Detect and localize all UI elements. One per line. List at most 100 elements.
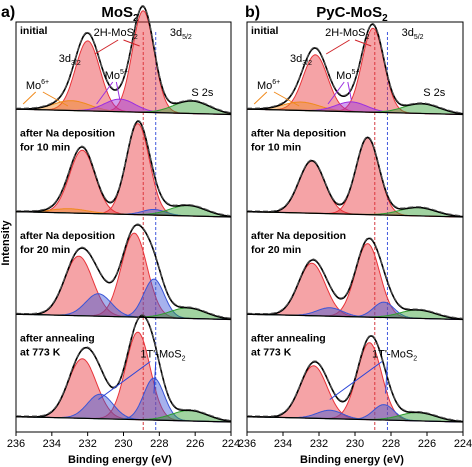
spectrum-label: after Na deposition xyxy=(20,230,115,242)
arrow-1t-3d32 xyxy=(98,361,151,400)
peak-2h-mos2-3d3-2-fill xyxy=(16,256,231,320)
annotation-3d32: 3d3/2 xyxy=(59,53,81,67)
peak-2h-mos2-3d3-2-fill xyxy=(247,160,463,217)
x-tick-label: 234 xyxy=(43,438,61,450)
spectrum-0: initial xyxy=(246,22,464,116)
spectrum-1: after Na deposition for 10 min xyxy=(246,128,464,218)
fit-dashed-line xyxy=(16,314,232,422)
envelope-line xyxy=(16,223,232,320)
panel-a-xlabel: Binding energy (eV) xyxy=(68,454,172,466)
spectrum-label: at 773 K xyxy=(20,347,61,359)
annotation-2h-mos2: 2H-MoS2 xyxy=(94,27,138,41)
spectrum-3: after annealing at 773 K xyxy=(246,333,464,423)
panel-a-label: a) xyxy=(1,4,15,21)
peak-s-2s-fill xyxy=(247,310,463,320)
spectrum-2: after Na deposition for 20 min xyxy=(15,223,232,321)
baseline xyxy=(15,108,232,116)
peak-1t-mos2-3d3-2-fill xyxy=(16,394,231,422)
spectrum-2: after Na deposition for 20 min xyxy=(246,230,464,321)
annotation-mo6: Mo6+ xyxy=(257,79,280,92)
peak-mo5-fill xyxy=(16,99,231,115)
spectrum-label: for 20 min xyxy=(20,244,70,256)
peak-2h-mos2-3d5-2-fill xyxy=(16,10,231,115)
baseline xyxy=(246,108,464,116)
arrow-2h-to-3d32 xyxy=(325,39,350,55)
x-tick-label: 232 xyxy=(310,438,328,450)
fit-dashed-line xyxy=(16,5,232,114)
x-tick-label: 226 xyxy=(186,438,204,450)
spectrum-0: initial xyxy=(15,5,232,116)
x-tick-label: 224 xyxy=(222,438,240,450)
spectrum-label: initial xyxy=(251,25,279,37)
spectrum-3: after annealing at 773 K xyxy=(15,314,232,423)
panel-a: a) MoS2 Binding energy (eV) xyxy=(1,4,172,466)
arrow-2h-to-3d52 xyxy=(354,39,372,47)
peak-2h-mos2-3d5-2-fill xyxy=(16,233,231,320)
fit-dashed-line xyxy=(247,22,464,114)
arrow-mo6-b xyxy=(22,91,37,105)
peak-2h-mos2-3d3-2-fill xyxy=(247,365,463,422)
annotation-3d52: 3d5/2 xyxy=(170,27,192,41)
x-tick-label: 236 xyxy=(7,438,25,450)
arrow-mo5-b xyxy=(96,81,114,105)
x-tick-label: 224 xyxy=(454,438,472,450)
x-tick-label: 232 xyxy=(78,438,96,450)
x-tick-label: 228 xyxy=(382,438,400,450)
panel-b-label: b) xyxy=(245,4,260,21)
peak-s-2s-fill xyxy=(247,103,463,115)
arrow-1t-3d32 xyxy=(329,361,383,400)
peak-mo5-fill xyxy=(247,101,463,115)
panel-b-plot: 236 234 232 230 228 226 224 initial after Na dep… xyxy=(238,21,472,450)
arrow-mo6 xyxy=(42,91,69,107)
x-tick-label: 236 xyxy=(238,438,256,450)
spectrum-label: after annealing xyxy=(20,333,95,345)
panel-a-plot: 236 234 232 230 228 226 224 initial after Na dep… xyxy=(7,5,240,450)
peak-2h-mos2-3d5-2-fill xyxy=(247,137,463,217)
spectrum-label: after Na deposition xyxy=(251,230,346,242)
spectrum-label: for 10 min xyxy=(251,142,301,154)
x-tick-label: 226 xyxy=(418,438,436,450)
arrow-mo5 xyxy=(115,81,121,101)
arrow-mo5-b xyxy=(327,81,345,105)
annotation-s2s: S 2s xyxy=(191,87,214,99)
arrow-1t-3d52 xyxy=(153,361,157,394)
envelope-line xyxy=(16,5,232,115)
arrow-1t-3d52 xyxy=(385,361,388,394)
peak-s-2s-fill xyxy=(16,410,231,422)
annotation-2h-mos2: 2H-MoS2 xyxy=(325,27,369,41)
fit-dashed-line xyxy=(16,223,232,319)
x-tick-label: 230 xyxy=(346,438,364,450)
annotation-3d52: 3d5/2 xyxy=(402,27,424,41)
peak-2h-mos2-3d3-2-fill xyxy=(16,40,231,115)
annotation-mo6: Mo6+ xyxy=(26,79,49,92)
baseline xyxy=(246,211,464,218)
peak-2h-mos2-3d3-2-fill xyxy=(247,54,463,115)
annotation-3d32: 3d3/2 xyxy=(290,53,312,67)
spectrum-label: after annealing xyxy=(251,333,326,345)
spectrum-label: after Na deposition xyxy=(20,128,115,140)
peak-mo6-fill xyxy=(16,208,231,217)
peak-2h-mos2-3d3-2-fill xyxy=(247,263,463,320)
fit-dashed-line xyxy=(247,136,463,217)
peak-s-2s-fill xyxy=(16,307,231,320)
peak-2h-mos2-3d3-2-fill xyxy=(16,150,231,217)
peak-s-2s-fill xyxy=(247,412,463,422)
peak-s-2s-fill xyxy=(16,205,231,217)
baseline xyxy=(246,416,464,423)
annotation-1t-mos2: 1T'-MoS2 xyxy=(372,349,417,363)
peak-mo6-fill xyxy=(16,100,231,115)
arrow-mo6-b xyxy=(253,91,268,105)
panel-b-title: PyC-MoS2 xyxy=(316,4,388,24)
spectrum-label: for 10 min xyxy=(20,142,70,154)
fit-dashed-line xyxy=(16,119,232,217)
envelope-line xyxy=(247,335,463,423)
panel-b: b) PyC-MoS2 Binding energy (eV) xyxy=(245,4,404,466)
annotation-mo5: Mo5+ xyxy=(336,69,359,82)
panel-a-title: MoS2 xyxy=(101,4,139,24)
x-tick-label: 228 xyxy=(150,438,168,450)
spectrum-label: after Na deposition xyxy=(251,128,346,140)
peak-2h-mos2-3d5-2-fill xyxy=(247,243,463,320)
envelope-line xyxy=(16,314,232,423)
x-tick-label: 234 xyxy=(274,438,292,450)
